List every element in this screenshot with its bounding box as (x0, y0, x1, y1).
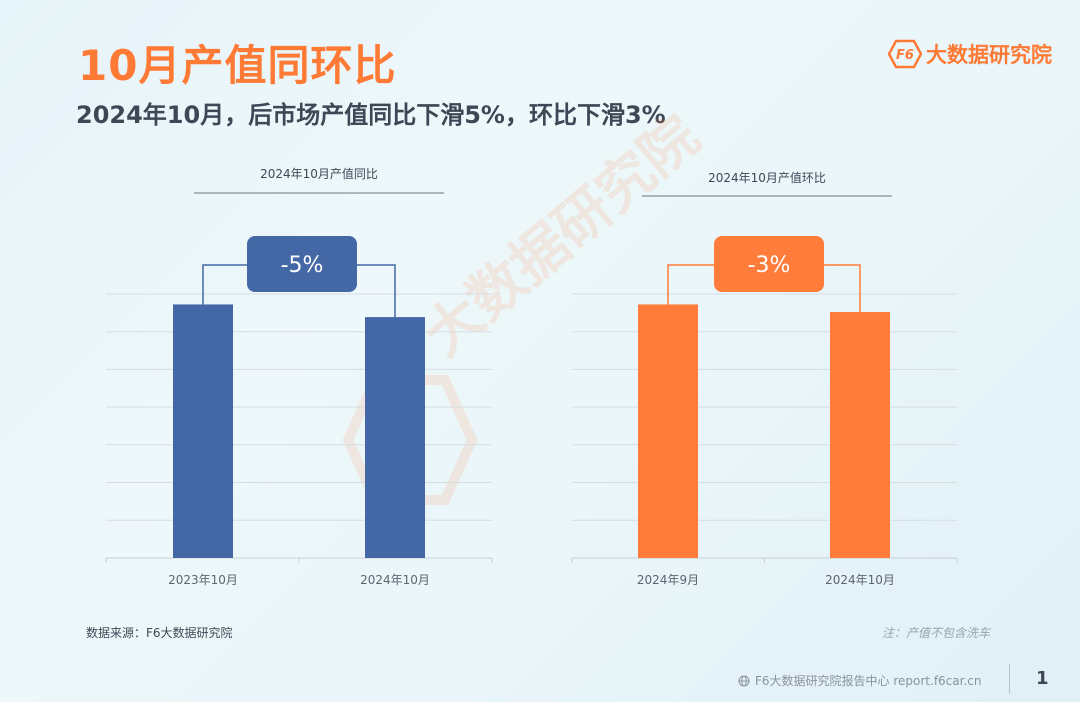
svg-text:F6: F6 (896, 48, 914, 63)
chart-title: 2024年10月产值环比 (708, 170, 826, 185)
bar (830, 312, 890, 558)
bar (173, 304, 233, 558)
bar (365, 317, 425, 558)
x-tick-label: 2024年10月 (825, 573, 895, 587)
page-number: 1 (1036, 668, 1049, 689)
f6-logo-icon: F6 (888, 39, 922, 69)
x-tick-label: 2024年10月 (360, 573, 430, 587)
x-tick-label: 2023年10月 (168, 573, 238, 587)
page-subtitle: 2024年10月，后市场产值同比下滑5%，环比下滑3% (76, 101, 666, 129)
logo-text: 大数据研究院 (926, 43, 1052, 67)
chart-title: 2024年10月产值同比 (260, 166, 378, 181)
change-badge-label: -3% (748, 253, 791, 278)
x-tick-label: 2024年9月 (637, 573, 699, 587)
brand-logo: F6 大数据研究院 (888, 38, 1052, 70)
globe-icon (738, 675, 750, 686)
change-badge (247, 236, 357, 292)
change-badge (714, 236, 824, 292)
data-source: 数据来源：F6大数据研究院 (86, 626, 233, 640)
page-title: 10月产值同环比 (78, 41, 397, 90)
footer-report-link[interactable]: F6大数据研究院报告中心 report.f6car.cn (738, 672, 981, 689)
footnote: 注：产值不包含洗车 (882, 626, 991, 640)
footer-divider (1009, 664, 1010, 694)
footer-link-text: F6大数据研究院报告中心 report.f6car.cn (755, 674, 982, 688)
change-badge-label: -5% (281, 253, 324, 278)
bar (638, 304, 698, 558)
